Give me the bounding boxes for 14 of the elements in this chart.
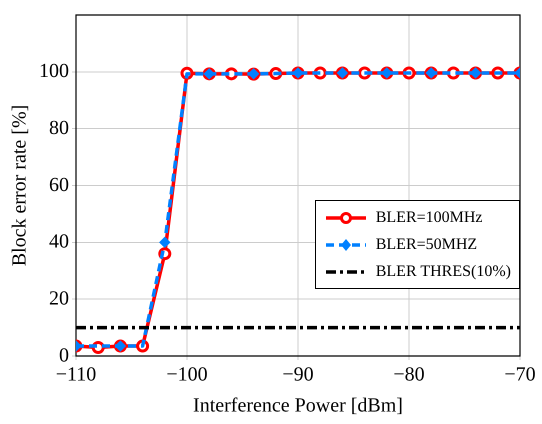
x-tick-label: −90 (282, 363, 314, 386)
y-tick-label: 20 (49, 287, 69, 310)
legend-label: BLER THRES(10%) (376, 262, 511, 280)
y-tick-label: 60 (49, 174, 69, 196)
y-tick-label: 100 (39, 60, 69, 82)
y-tick-label: 80 (49, 116, 69, 139)
y-tick-label: 40 (49, 230, 69, 253)
x-tick-label: −70 (504, 363, 536, 386)
legend-label: BLER=100MHz (376, 208, 483, 226)
y-axis-title: Block error rate [%] (8, 104, 30, 266)
x-tick-label: −80 (393, 363, 425, 386)
x-tick-label: −100 (166, 363, 208, 386)
x-axis-title: Interference Power [dBm] (193, 394, 403, 416)
legend-label: BLER=50MHZ (376, 236, 478, 254)
